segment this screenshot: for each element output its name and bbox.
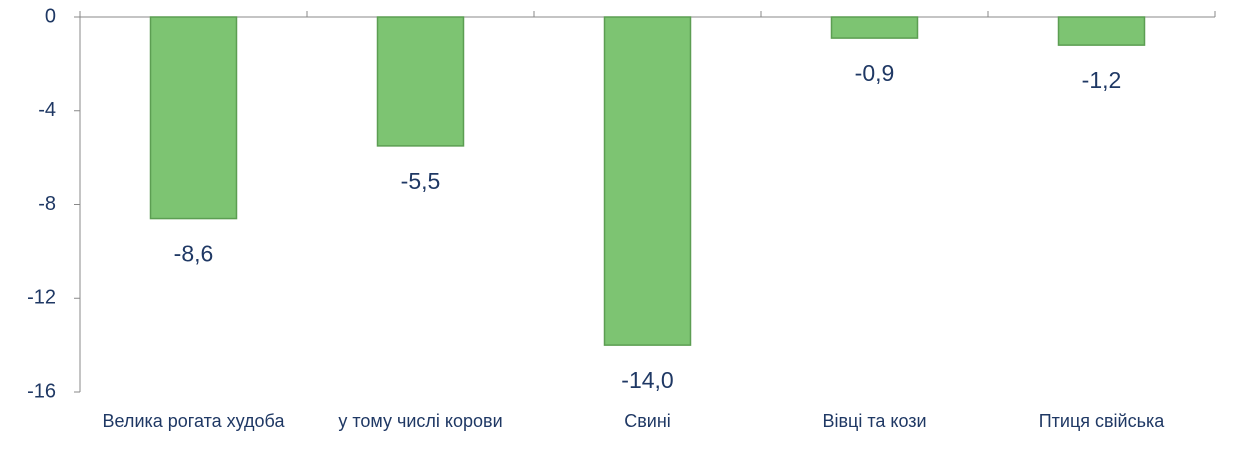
x-tick-label: Птиця свійська <box>1038 411 1165 431</box>
x-tick-label: Вівці та кози <box>822 411 927 431</box>
bar <box>830 16 919 39</box>
y-tick-label: -8 <box>38 193 56 215</box>
y-tick-label: 0 <box>45 5 56 27</box>
bar <box>603 16 692 346</box>
y-tick-label: -16 <box>27 380 56 402</box>
x-tick-label: у тому числі корови <box>338 411 503 431</box>
data-label: -8,6 <box>174 241 214 267</box>
x-tick-label: Велика рогата худоба <box>102 411 285 431</box>
bar <box>1057 16 1146 46</box>
data-label: -14,0 <box>621 367 673 393</box>
y-tick-label: -12 <box>27 287 56 309</box>
data-label: -0,9 <box>855 60 895 86</box>
data-label: -5,5 <box>401 168 441 194</box>
x-tick-label: Свині <box>624 411 671 431</box>
data-label: -1,2 <box>1082 67 1122 93</box>
y-tick-label: -4 <box>38 99 56 121</box>
bar <box>376 16 465 147</box>
bar <box>149 16 238 220</box>
